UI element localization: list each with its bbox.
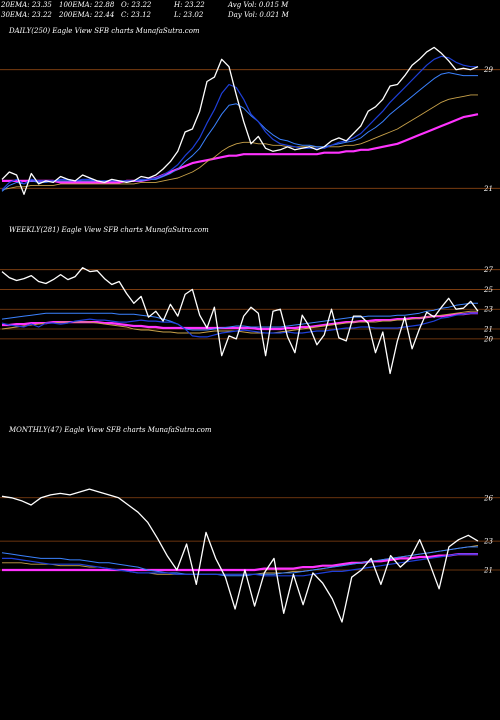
daily-price-line bbox=[1, 46, 479, 195]
daily-ema-mid-line bbox=[1, 72, 478, 192]
daily-tick-label: 29 bbox=[483, 66, 493, 74]
header-low: L: 23.02 bbox=[174, 11, 204, 19]
monthly-ema-mid-line bbox=[1, 546, 478, 577]
header-open: O: 23.22 bbox=[121, 1, 152, 9]
weekly-price-line bbox=[1, 267, 479, 375]
daily-ema-long-line bbox=[2, 113, 479, 184]
daily-tick-label: 21 bbox=[483, 185, 493, 193]
header-ema30: 30EMA: 23.22 bbox=[1, 11, 52, 19]
header-ema200: 200EMA: 22.44 bbox=[59, 11, 115, 19]
weekly-ema-fast-line bbox=[1, 312, 478, 338]
weekly-ema-slow-line bbox=[1, 310, 478, 334]
monthly-tick-label: 26 bbox=[483, 494, 493, 502]
monthly-price-line bbox=[1, 488, 479, 623]
monthly-ema-fast-line bbox=[2, 553, 478, 577]
monthly-panel-title: MONTHLY(47) Eagle View SFB charts Munafa… bbox=[9, 426, 212, 434]
weekly-panel-title: WEEKLY(281) Eagle View SFB charts Munafa… bbox=[9, 226, 209, 234]
header-day-vol: Day Vol: 0.021 M bbox=[228, 11, 289, 19]
header-close: C: 23.12 bbox=[121, 11, 151, 19]
daily-ema-fast-line bbox=[1, 55, 478, 191]
daily-ema-slow-line bbox=[1, 94, 478, 191]
monthly-ema-long-line bbox=[2, 552, 478, 572]
daily-panel-title: DAILY(250) Eagle View SFB charts MunafaS… bbox=[9, 27, 200, 35]
header-ema20: 20EMA: 23.35 bbox=[1, 1, 52, 9]
header-high: H: 23.22 bbox=[174, 1, 205, 9]
weekly-tick-label: 27 bbox=[483, 266, 493, 274]
monthly-tick-label: 23 bbox=[483, 538, 493, 546]
weekly-tick-label: 23 bbox=[483, 306, 493, 314]
weekly-tick-label: 21 bbox=[483, 326, 493, 334]
monthly-tick-label: 21 bbox=[483, 567, 493, 575]
header-avg-vol: Avg Vol: 0.015 M bbox=[228, 1, 289, 9]
header-ema100: 100EMA: 22.88 bbox=[59, 1, 115, 9]
weekly-tick-label: 20 bbox=[483, 335, 493, 343]
weekly-tick-label: 25 bbox=[483, 286, 493, 294]
